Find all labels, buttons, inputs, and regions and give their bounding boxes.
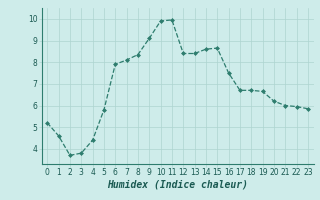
X-axis label: Humidex (Indice chaleur): Humidex (Indice chaleur) <box>107 180 248 190</box>
